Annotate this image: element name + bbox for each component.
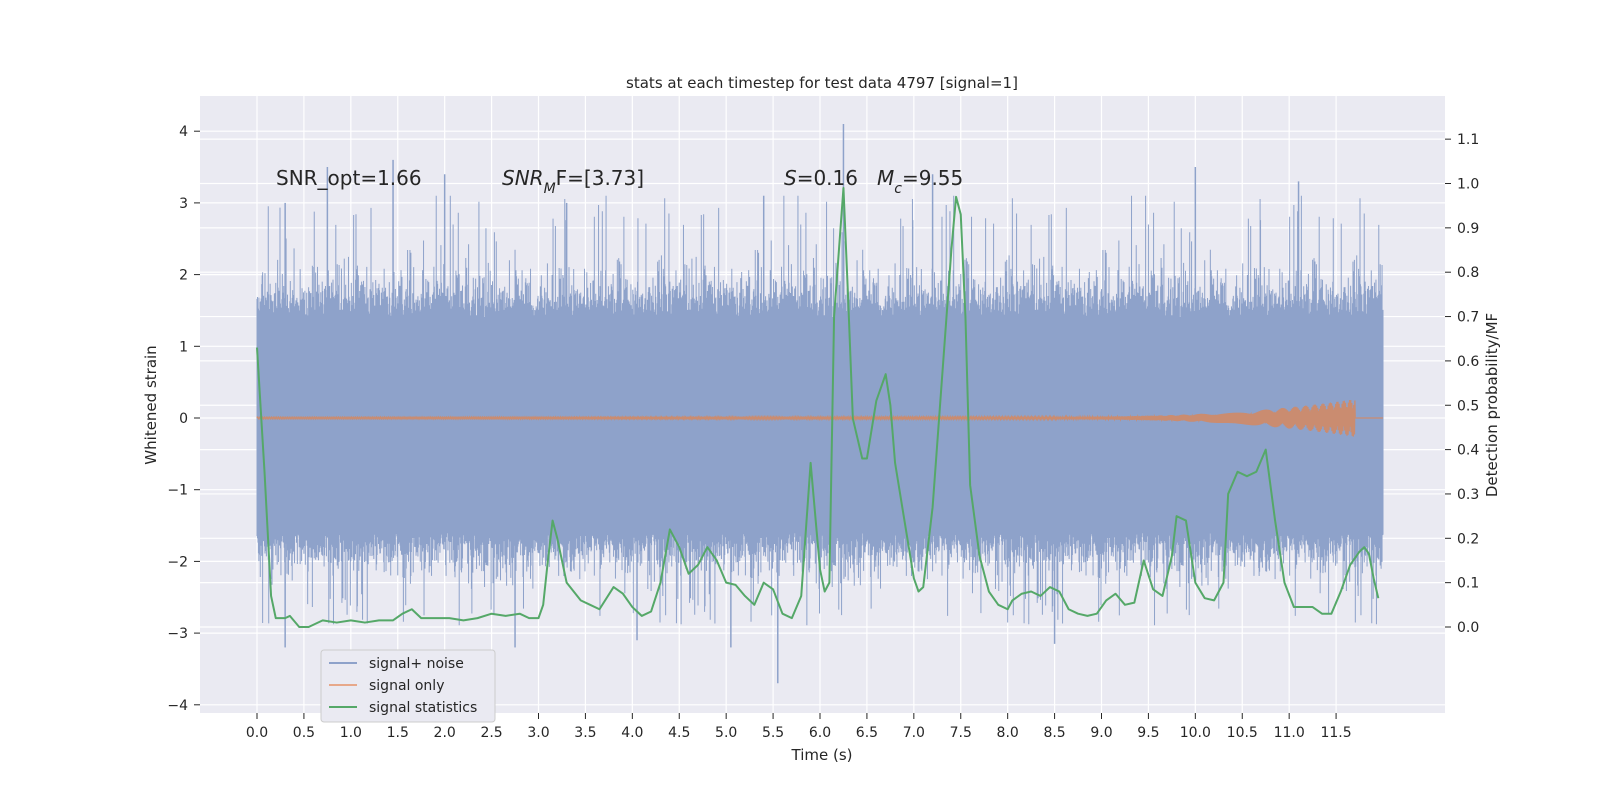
x-tick-label-22: 11.0 xyxy=(1274,725,1305,741)
x-tick-label-2: 1.0 xyxy=(340,725,362,741)
y-right-tick-label-1: 1.0 xyxy=(1457,177,1479,193)
legend-label-signal: signal only xyxy=(369,678,444,694)
y-right-tick-label-6: 0.5 xyxy=(1457,398,1479,414)
y-axis-left-label: Whitened strain xyxy=(142,345,160,464)
x-tick-label-14: 7.0 xyxy=(903,725,925,741)
x-axis-label: Time (s) xyxy=(791,746,853,764)
x-tick-label-8: 4.0 xyxy=(621,725,643,741)
x-tick-label-11: 5.5 xyxy=(762,725,784,741)
stats-series xyxy=(256,186,1380,628)
x-tick-label-23: 11.5 xyxy=(1320,725,1351,741)
y-right-tick-label-8: 0.3 xyxy=(1457,487,1479,503)
y-left-tick-label-4: 0 xyxy=(179,411,188,427)
y-right-tick-label-7: 0.4 xyxy=(1457,443,1479,459)
legend-label-noise: signal+ noise xyxy=(369,656,464,672)
annotation-snr-mf: SNRMF=[3.73] xyxy=(502,166,644,197)
x-tick-label-16: 8.0 xyxy=(997,725,1019,741)
y-right-tick-label-11: 0.0 xyxy=(1457,620,1479,636)
x-tick-label-0: 0.0 xyxy=(246,725,268,741)
annotation-mc: Mc=9.55 xyxy=(877,166,963,197)
x-tick-label-4: 2.0 xyxy=(434,725,456,741)
y-right-tick-label-5: 0.6 xyxy=(1457,354,1479,370)
y-right-tick-label-9: 0.2 xyxy=(1457,531,1479,547)
y-right-tick-label-0: 1.1 xyxy=(1457,132,1479,148)
y-left-tick-label-1: 3 xyxy=(179,196,188,212)
y-left-tick-label-0: 4 xyxy=(179,124,188,140)
legend-box xyxy=(320,649,496,723)
x-tick-label-7: 3.5 xyxy=(574,725,596,741)
y-right-tick-label-2: 0.9 xyxy=(1457,221,1479,237)
y-axis-right-label: Detection probability/MF xyxy=(1483,313,1501,497)
x-tick-label-20: 10.0 xyxy=(1180,725,1211,741)
x-tick-label-5: 2.5 xyxy=(480,725,502,741)
x-tick-label-21: 10.5 xyxy=(1227,725,1258,741)
y-left-tick-label-5: −1 xyxy=(167,483,188,499)
signal-only-line xyxy=(256,400,1383,437)
x-tick-label-3: 1.5 xyxy=(387,725,409,741)
x-tick-label-9: 4.5 xyxy=(668,725,690,741)
legend: signal+ noise signal only signal statist… xyxy=(320,649,496,723)
y-left-tick-label-8: −4 xyxy=(167,698,188,714)
x-tick-label-6: 3.0 xyxy=(527,725,549,741)
y-left-tick-label-2: 2 xyxy=(179,268,188,284)
noise-series xyxy=(256,124,1384,684)
x-tick-label-13: 6.5 xyxy=(856,725,878,741)
signal-series xyxy=(256,400,1383,437)
y-right-tick-label-4: 0.7 xyxy=(1457,310,1479,326)
x-tick-label-1: 0.5 xyxy=(293,725,315,741)
x-tick-label-15: 7.5 xyxy=(950,725,972,741)
y-right-tick-label-3: 0.8 xyxy=(1457,265,1479,281)
x-tick-label-18: 9.0 xyxy=(1090,725,1112,741)
stats-line xyxy=(256,186,1380,628)
y-right-tick-label-10: 0.1 xyxy=(1457,576,1479,592)
y-left-tick-label-7: −3 xyxy=(167,626,188,642)
y-left-tick-label-3: 1 xyxy=(179,339,188,355)
legend-label-stats: signal statistics xyxy=(369,700,477,716)
x-tick-label-12: 6.0 xyxy=(809,725,831,741)
chart-title: stats at each timestep for test data 479… xyxy=(626,74,1018,92)
x-tick-label-17: 8.5 xyxy=(1043,725,1065,741)
annotation-snr-opt: SNR_opt=1.66 xyxy=(276,166,422,190)
x-tick-label-19: 9.5 xyxy=(1137,725,1159,741)
annotation-s: S=0.16 xyxy=(784,166,858,190)
y-left-tick-label-6: −2 xyxy=(167,554,188,570)
x-tick-label-10: 5.0 xyxy=(715,725,737,741)
axes: 0.0 0.5 1.0 1.5 2.0 2.5 3.0 3.5 4.0 4.5 5.0 5.5 6.0 6… xyxy=(167,124,1479,741)
